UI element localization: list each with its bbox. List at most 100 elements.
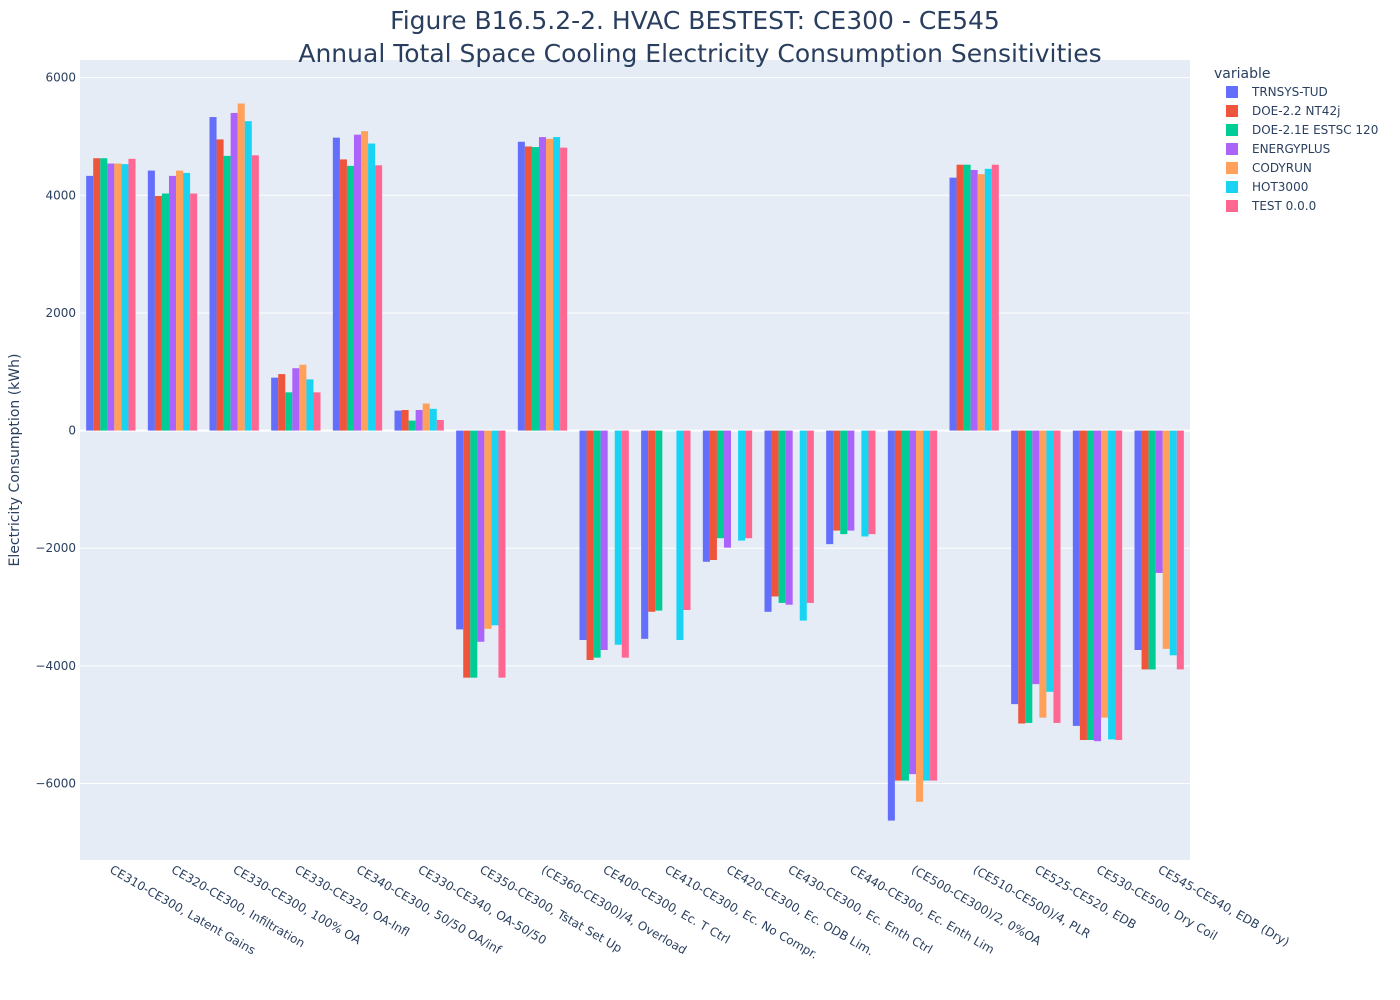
- bar: [429, 408, 437, 431]
- bar: [560, 147, 568, 431]
- bar: [401, 410, 409, 431]
- legend-swatch[interactable]: [1226, 86, 1238, 98]
- legend-swatch[interactable]: [1226, 105, 1238, 117]
- bar: [1155, 430, 1163, 573]
- bar: [1101, 430, 1109, 718]
- x-tick-label: CE525-CE520, EDB: [1032, 862, 1138, 931]
- legend-item-label[interactable]: TEST 0.0.0: [1251, 199, 1316, 213]
- bar: [477, 430, 485, 642]
- bar: [949, 177, 957, 431]
- legend-item-label[interactable]: DOE-2.1E ESTSC 120: [1252, 123, 1378, 137]
- bar: [806, 430, 814, 603]
- bars: [86, 103, 1184, 821]
- bar: [176, 170, 184, 431]
- bar: [614, 430, 622, 645]
- bar: [546, 138, 554, 431]
- bar: [100, 158, 108, 431]
- bar: [1046, 430, 1054, 692]
- bar: [484, 430, 492, 629]
- bar: [93, 158, 101, 431]
- bar: [1141, 430, 1149, 670]
- legend-swatch[interactable]: [1226, 162, 1238, 174]
- bar: [908, 430, 917, 775]
- bar: [332, 137, 340, 431]
- bar: [86, 175, 94, 431]
- bar: [375, 165, 383, 431]
- bar: [785, 430, 793, 605]
- bar: [491, 430, 499, 626]
- bar: [723, 430, 732, 548]
- bar: [676, 430, 684, 640]
- bar: [107, 163, 115, 431]
- bar: [299, 364, 307, 431]
- bar: [579, 430, 587, 640]
- plot-background: [80, 60, 1190, 860]
- bar: [868, 430, 876, 535]
- bar: [470, 430, 478, 678]
- bar: [894, 430, 902, 781]
- bar: [963, 164, 971, 431]
- bar: [916, 430, 924, 802]
- bar: [771, 430, 779, 597]
- bar: [463, 430, 471, 678]
- bar: [738, 430, 746, 541]
- bar: [168, 175, 177, 431]
- bar: [251, 155, 259, 431]
- bar: [121, 164, 129, 431]
- bar: [1011, 430, 1019, 705]
- bar: [716, 430, 724, 539]
- bar: [1169, 430, 1177, 656]
- bar: [923, 430, 931, 781]
- bar: [648, 430, 656, 612]
- bar: [600, 430, 608, 650]
- bar: [1148, 430, 1156, 670]
- y-tick-label: 2000: [45, 306, 76, 320]
- bar: [408, 420, 416, 431]
- bar: [826, 430, 834, 545]
- legend-swatch[interactable]: [1226, 124, 1238, 136]
- bar: [237, 103, 245, 431]
- bar: [702, 430, 710, 562]
- bar: [1162, 430, 1170, 649]
- bar: [517, 141, 525, 431]
- bar: [840, 430, 848, 535]
- bar: [930, 430, 938, 781]
- legend-item-label[interactable]: ENERGYPLUS: [1252, 142, 1330, 156]
- bar: [970, 170, 978, 431]
- y-tick-label: 6000: [45, 71, 76, 85]
- legend-item-label[interactable]: DOE-2.2 NT42j: [1252, 104, 1340, 118]
- bar: [1108, 430, 1116, 740]
- bar: [1115, 430, 1123, 740]
- bar: [292, 368, 300, 431]
- legend-item-label[interactable]: TRNSYS-TUD: [1251, 85, 1328, 99]
- bar: [313, 392, 321, 431]
- bar: [244, 121, 252, 431]
- bar: [216, 139, 224, 431]
- y-tick-label: −6000: [35, 777, 76, 791]
- legend-title: variable: [1214, 66, 1270, 82]
- bar: [498, 430, 506, 678]
- bar: [346, 165, 354, 431]
- legend-swatch[interactable]: [1226, 181, 1238, 193]
- legend-swatch[interactable]: [1226, 200, 1238, 212]
- bar: [847, 430, 855, 531]
- bar: [285, 392, 293, 431]
- bar: [339, 159, 347, 431]
- legend-item-label[interactable]: CODYRUN: [1252, 161, 1312, 175]
- bar: [745, 430, 753, 539]
- bar: [190, 193, 198, 431]
- legend-item-label[interactable]: HOT3000: [1252, 180, 1308, 194]
- bar: [553, 137, 561, 431]
- bar: [154, 195, 162, 431]
- bar: [306, 379, 314, 431]
- bar: [709, 430, 717, 560]
- bar: [223, 155, 231, 431]
- bar: [422, 403, 430, 431]
- legend-swatch[interactable]: [1226, 143, 1238, 155]
- bar: [1134, 430, 1142, 650]
- bar: [1039, 430, 1047, 718]
- bar: [984, 168, 992, 431]
- bar: [456, 430, 464, 630]
- y-axis-ticks: −6000 −4000 −2000 0 2000 4000 6000: [35, 71, 76, 791]
